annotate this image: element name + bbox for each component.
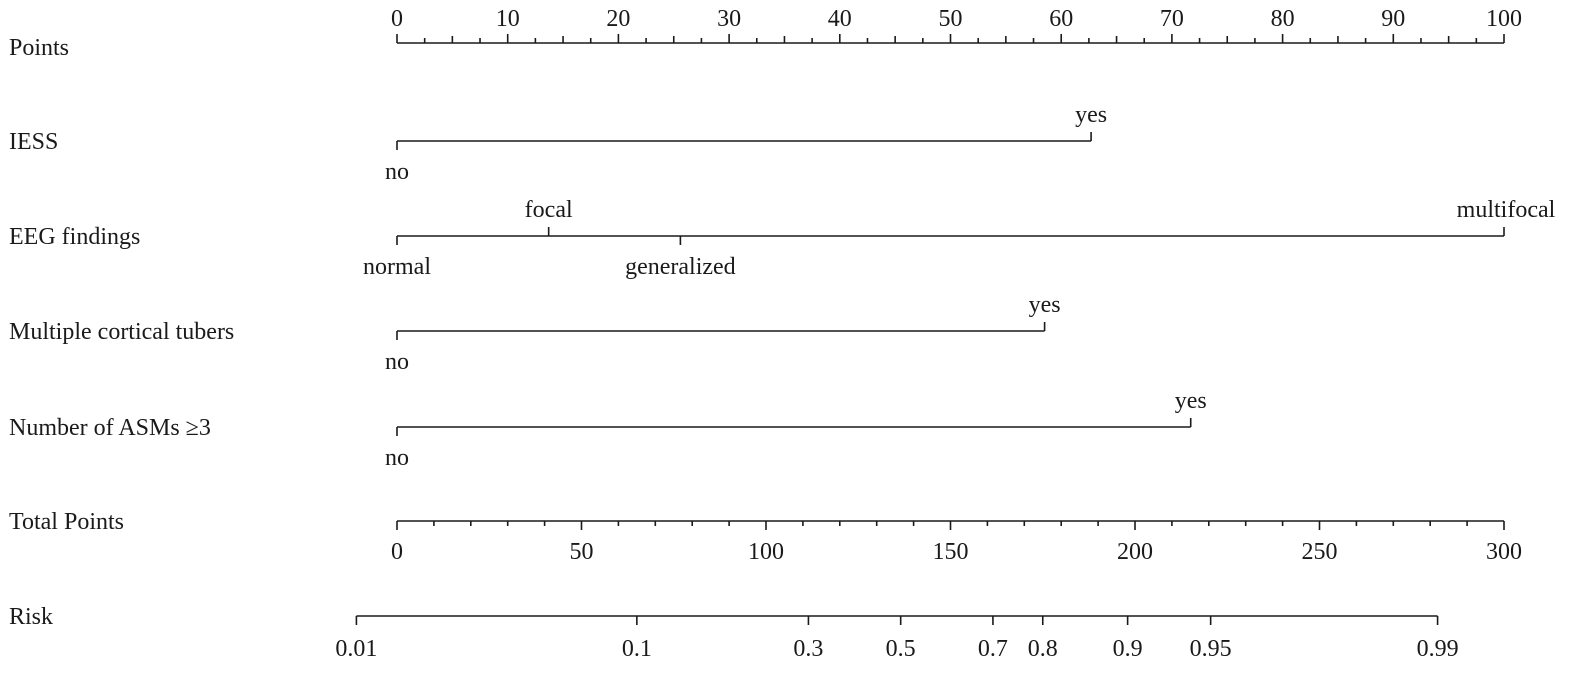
total-points-label: Total Points	[9, 509, 124, 535]
total-points-tick-label: 300	[1486, 539, 1522, 565]
total-points-tick-label: 200	[1117, 539, 1153, 565]
risk-tick-label: 0.5	[886, 636, 916, 662]
total-points-tick-label: 250	[1302, 539, 1338, 565]
predictor-row: Number of ASMs ≥3 no yes	[9, 388, 1207, 471]
risk-tick-label: 0.01	[335, 636, 377, 662]
level-label: yes	[1029, 292, 1061, 318]
predictor-row: IESS no yes	[9, 102, 1107, 185]
predictor-row: Multiple cortical tubers no yes	[9, 292, 1061, 375]
predictor-row: EEG findings normal focal generalized multif…	[9, 197, 1556, 280]
level-label: no	[385, 159, 409, 185]
total-points-tick-label: 0	[391, 539, 403, 565]
points-tick-label: 0	[391, 6, 403, 32]
points-tick-label: 70	[1160, 6, 1184, 32]
risk-tick-label: 0.99	[1417, 636, 1459, 662]
points-tick-label: 10	[496, 6, 520, 32]
points-tick-label: 80	[1271, 6, 1295, 32]
points-tick-label: 100	[1486, 6, 1522, 32]
predictor-label: IESS	[9, 129, 58, 155]
total-points-tick-label: 100	[748, 539, 784, 565]
level-label: normal	[363, 254, 431, 280]
predictor-label: Number of ASMs ≥3	[9, 415, 211, 441]
points-tick-label: 50	[939, 6, 963, 32]
points-tick-label: 20	[606, 6, 630, 32]
predictor-label: EEG findings	[9, 224, 140, 250]
points-tick-label: 30	[717, 6, 741, 32]
level-label: yes	[1075, 102, 1107, 128]
risk-tick-label: 0.95	[1190, 636, 1232, 662]
level-label: generalized	[625, 254, 736, 280]
level-label: no	[385, 445, 409, 471]
risk-tick-label: 0.7	[978, 636, 1008, 662]
risk-tick-label: 0.1	[622, 636, 652, 662]
points-label: Points	[9, 35, 69, 61]
points-tick-label: 60	[1049, 6, 1073, 32]
risk-tick-label: 0.8	[1028, 636, 1058, 662]
level-label: no	[385, 349, 409, 375]
total-points-tick-label: 150	[933, 539, 969, 565]
risk-tick-label: 0.3	[793, 636, 823, 662]
points-row: Points 0 10 20 30 40 50 60 70 80 90 100	[9, 6, 1522, 61]
risk-label: Risk	[9, 604, 53, 630]
points-tick-label: 40	[828, 6, 852, 32]
risk-row: Risk 0.01 0.1 0.3 0.5 0.7 0.8 0.9 0.95 0.99	[9, 604, 1459, 662]
total-points-row: Total Points 0 50 100 150 200 250 300	[9, 509, 1522, 565]
level-label: focal	[525, 197, 573, 223]
points-tick-label: 90	[1381, 6, 1405, 32]
level-label: multifocal	[1457, 197, 1556, 223]
predictor-label: Multiple cortical tubers	[9, 319, 234, 345]
risk-tick-label: 0.9	[1113, 636, 1143, 662]
predictor-rows: IESS no yes EEG findings normal focal generali…	[9, 102, 1556, 471]
level-label: yes	[1175, 388, 1207, 414]
total-points-tick-label: 50	[570, 539, 594, 565]
